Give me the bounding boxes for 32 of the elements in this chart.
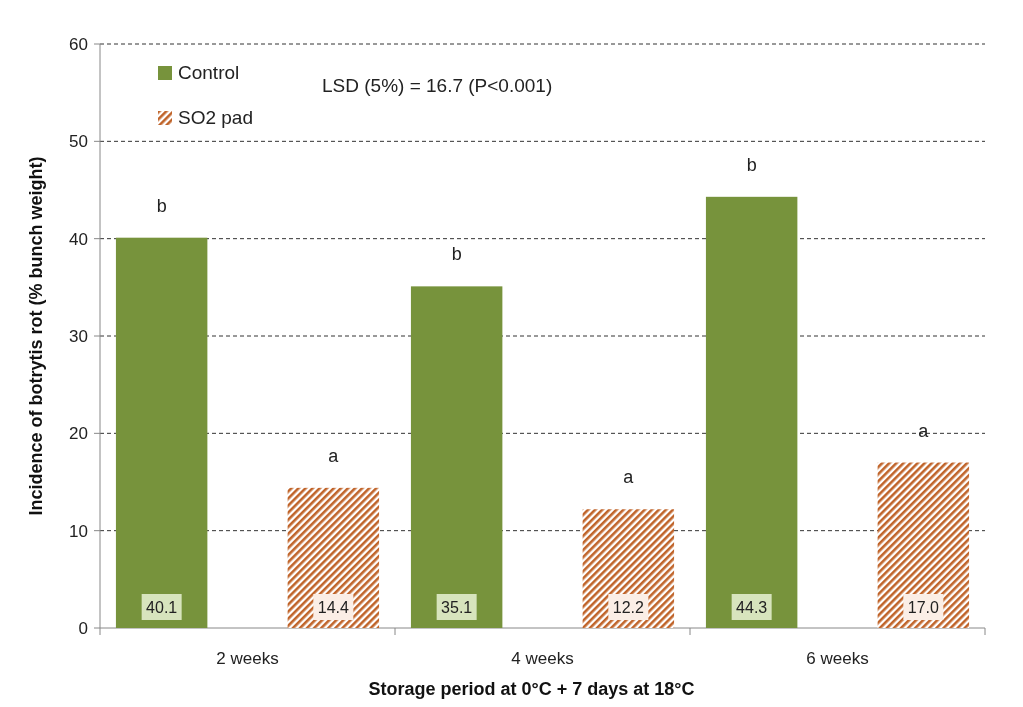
annotation: b [156, 195, 167, 216]
data-label: 17.0 [907, 599, 940, 616]
x-tick-label: 2 weeks [216, 649, 279, 668]
data-label: 12.2 [612, 599, 645, 616]
x-tick-label: 4 weeks [511, 649, 574, 668]
legend-label: Control [178, 62, 240, 83]
bar [115, 237, 208, 628]
annotation: b [746, 154, 757, 175]
bar [877, 462, 970, 628]
y-tick-label: 40 [69, 229, 88, 249]
y-tick-label: 10 [69, 521, 88, 541]
annotation: a [328, 445, 340, 466]
bar [582, 509, 675, 628]
data-label: 35.1 [441, 599, 473, 616]
data-label: 40.1 [146, 599, 178, 616]
data-label: 14.4 [317, 599, 350, 616]
y-tick-label: 0 [78, 619, 88, 638]
y-tick-label: 60 [69, 35, 88, 54]
annotation: LSD (5%) = 16.7 (P<0.001) [322, 75, 553, 96]
x-tick-label: 6 weeks [806, 649, 869, 668]
data-label: 44.3 [736, 599, 768, 616]
annotation: a [623, 467, 635, 488]
y-tick-label: 50 [69, 132, 88, 152]
bar [287, 487, 380, 628]
y-tick-label: 30 [69, 327, 88, 346]
x-axis-title: Storage period at 0°C + 7 days at 18°C [368, 679, 695, 699]
bar [410, 286, 503, 628]
y-axis-title: Incidence of botrytis rot (% bunch weight) [26, 156, 46, 516]
annotation: b [451, 244, 462, 265]
y-tick-label: 20 [69, 424, 88, 444]
bar [705, 196, 798, 628]
legend-label: SO2 pad [178, 107, 253, 128]
